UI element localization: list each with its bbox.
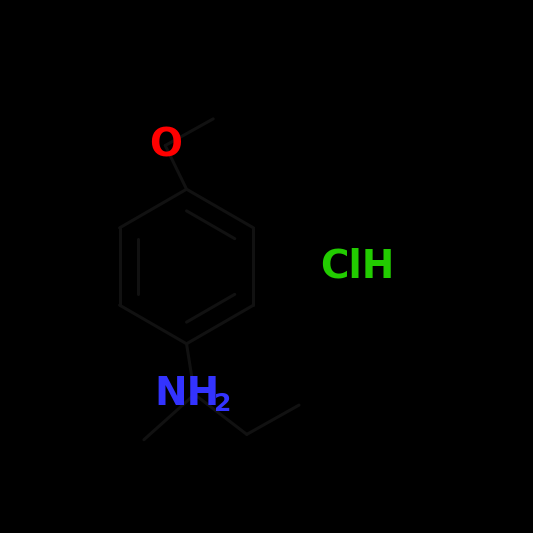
Text: ClH: ClH (320, 247, 394, 286)
Text: O: O (149, 126, 182, 165)
Text: NH: NH (154, 375, 219, 414)
Text: 2: 2 (214, 392, 231, 416)
